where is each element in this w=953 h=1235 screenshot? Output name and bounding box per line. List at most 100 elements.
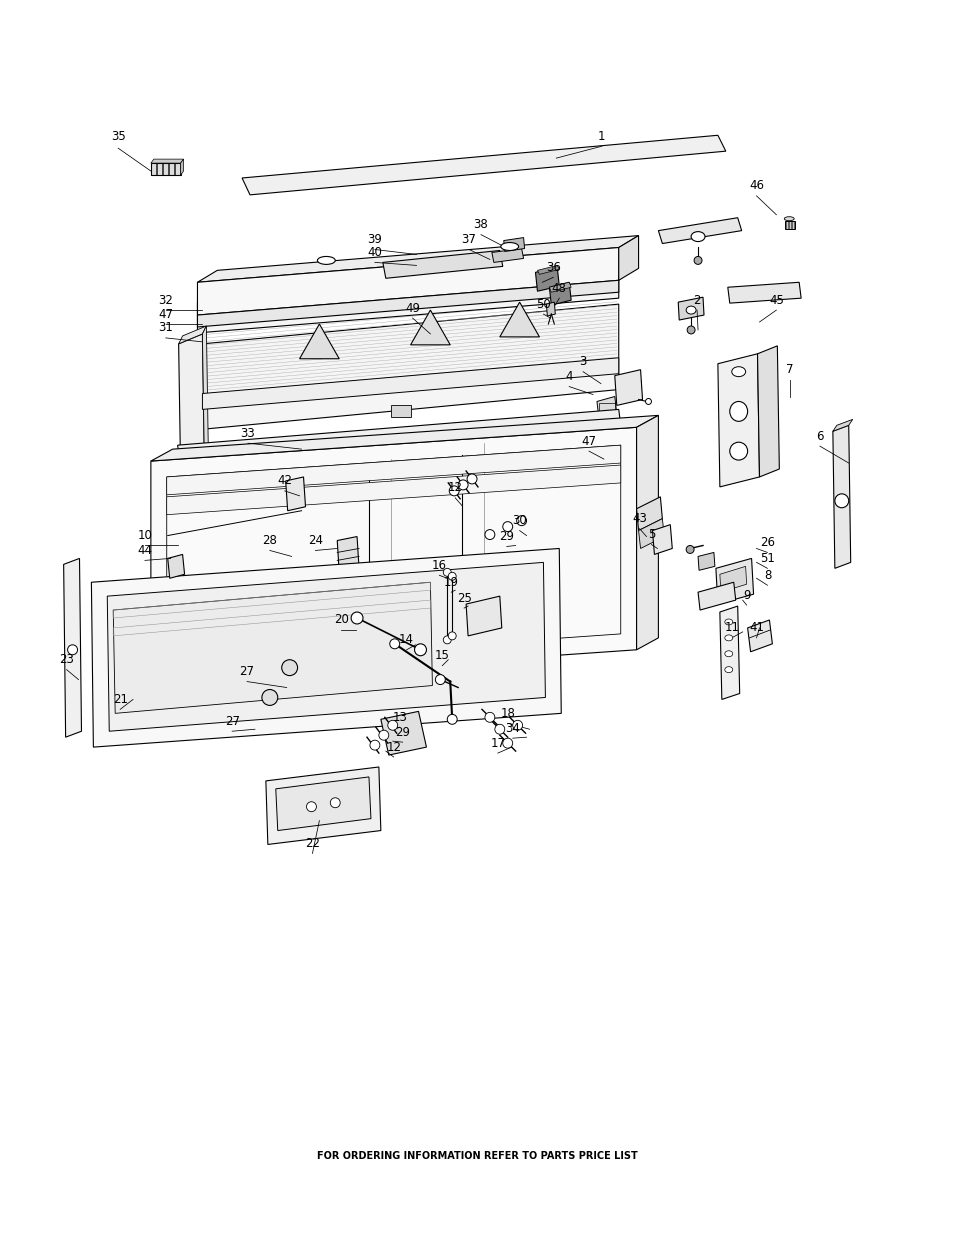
Polygon shape — [597, 396, 617, 419]
Ellipse shape — [724, 619, 732, 625]
Polygon shape — [678, 298, 703, 320]
Circle shape — [645, 399, 651, 404]
Circle shape — [262, 689, 277, 705]
Ellipse shape — [724, 667, 732, 673]
Polygon shape — [535, 268, 558, 291]
Polygon shape — [151, 159, 183, 163]
Polygon shape — [151, 427, 636, 683]
Polygon shape — [410, 310, 450, 345]
Circle shape — [694, 257, 701, 264]
Polygon shape — [549, 283, 571, 305]
Text: 12: 12 — [386, 741, 401, 753]
Text: 16: 16 — [432, 559, 446, 572]
Circle shape — [435, 674, 445, 684]
Ellipse shape — [685, 306, 696, 314]
Circle shape — [449, 485, 458, 495]
Text: 14: 14 — [398, 634, 414, 646]
Polygon shape — [336, 536, 358, 572]
Bar — [785, 221, 787, 228]
Polygon shape — [727, 283, 801, 303]
Text: 19: 19 — [443, 576, 458, 589]
Ellipse shape — [724, 651, 732, 657]
Text: 3: 3 — [578, 356, 586, 368]
Text: 21: 21 — [112, 693, 128, 706]
Text: 2: 2 — [693, 294, 700, 306]
Ellipse shape — [317, 257, 335, 264]
Polygon shape — [197, 268, 618, 333]
Text: 7: 7 — [785, 363, 793, 377]
Polygon shape — [202, 358, 618, 410]
Polygon shape — [382, 251, 502, 278]
Text: 37: 37 — [461, 233, 476, 246]
Text: 38: 38 — [473, 219, 488, 231]
Text: 22: 22 — [305, 837, 319, 850]
Polygon shape — [614, 369, 642, 405]
Polygon shape — [549, 283, 571, 293]
Text: 48: 48 — [551, 282, 566, 295]
Circle shape — [447, 714, 456, 724]
Text: 36: 36 — [545, 261, 560, 274]
Polygon shape — [636, 415, 658, 650]
Text: 29: 29 — [395, 726, 410, 739]
Polygon shape — [167, 445, 620, 495]
Text: 49: 49 — [405, 301, 419, 315]
Circle shape — [502, 739, 512, 748]
Text: 39: 39 — [367, 233, 382, 246]
Text: 27: 27 — [224, 715, 239, 727]
Bar — [598, 404, 614, 411]
Circle shape — [448, 632, 456, 640]
Polygon shape — [180, 159, 183, 175]
Text: 44: 44 — [137, 543, 152, 557]
Circle shape — [834, 494, 848, 508]
Text: 51: 51 — [760, 552, 774, 564]
Ellipse shape — [690, 232, 704, 242]
Text: 47: 47 — [581, 435, 596, 448]
Polygon shape — [197, 236, 638, 283]
Ellipse shape — [729, 442, 747, 461]
Ellipse shape — [729, 401, 747, 421]
Circle shape — [281, 659, 297, 676]
Text: 18: 18 — [499, 706, 515, 720]
Text: 41: 41 — [748, 621, 763, 635]
Text: 20: 20 — [334, 614, 348, 626]
Polygon shape — [299, 324, 339, 358]
Polygon shape — [832, 425, 850, 568]
Circle shape — [512, 720, 522, 730]
Polygon shape — [168, 555, 184, 578]
Text: 42: 42 — [277, 474, 292, 488]
Bar — [391, 405, 410, 417]
Text: 23: 23 — [59, 653, 74, 666]
Polygon shape — [747, 620, 772, 652]
Polygon shape — [698, 582, 735, 610]
Text: 26: 26 — [760, 536, 774, 550]
Text: 43: 43 — [632, 513, 646, 525]
Polygon shape — [832, 420, 852, 431]
Bar — [617, 379, 639, 389]
Bar — [151, 163, 155, 175]
Text: 46: 46 — [748, 179, 763, 193]
Polygon shape — [202, 304, 618, 430]
Polygon shape — [720, 606, 739, 699]
Ellipse shape — [724, 635, 732, 641]
Circle shape — [484, 713, 495, 722]
Circle shape — [685, 546, 694, 553]
Text: 15: 15 — [435, 650, 449, 662]
Text: 1: 1 — [598, 130, 605, 143]
Circle shape — [387, 720, 397, 730]
Ellipse shape — [731, 367, 745, 377]
Polygon shape — [107, 562, 545, 731]
Text: 11: 11 — [723, 621, 739, 635]
Circle shape — [415, 643, 426, 656]
Bar — [655, 535, 669, 546]
Text: FOR ORDERING INFORMATION REFER TO PARTS PRICE LIST: FOR ORDERING INFORMATION REFER TO PARTS … — [316, 1151, 637, 1161]
Text: 40: 40 — [367, 246, 382, 259]
Text: 31: 31 — [158, 321, 173, 335]
Circle shape — [457, 480, 468, 490]
Polygon shape — [380, 711, 426, 755]
Text: 28: 28 — [262, 534, 277, 547]
Circle shape — [68, 645, 77, 655]
Text: 5: 5 — [647, 529, 655, 541]
Text: 50: 50 — [536, 298, 550, 311]
Polygon shape — [638, 519, 663, 548]
Text: 10: 10 — [137, 529, 152, 542]
